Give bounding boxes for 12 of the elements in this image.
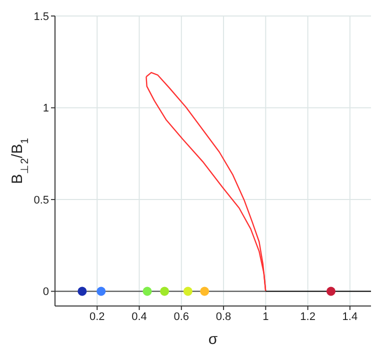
y-tick-label: 0.5: [34, 194, 49, 206]
x-tick-label: 1.4: [342, 310, 358, 323]
x-tick-label: 1: [262, 310, 269, 323]
y-tick-label: 1.5: [34, 10, 49, 23]
y-tick-label: 1: [42, 102, 49, 115]
x-axis-title: σ: [208, 331, 218, 348]
y-tick-label: 0: [42, 286, 49, 298]
x-tick-label: 1.2: [300, 310, 316, 323]
x-tick-label: 0.4: [132, 310, 147, 323]
x-tick-label: 0.8: [216, 310, 232, 323]
x-tick-label: 0.6: [174, 310, 190, 323]
x-tick-label: 0.2: [89, 310, 105, 323]
